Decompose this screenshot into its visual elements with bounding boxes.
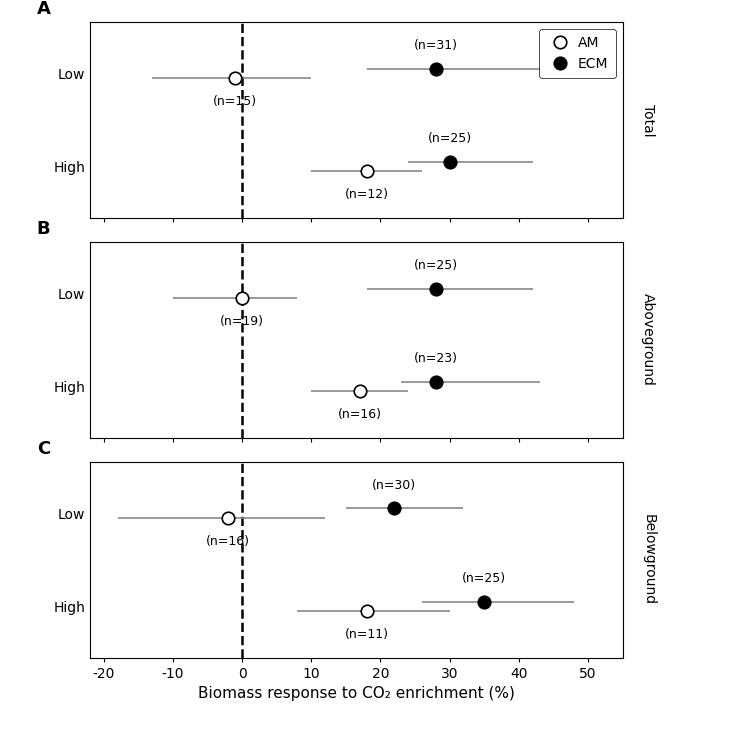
Legend: AM, ECM: AM, ECM: [539, 29, 616, 77]
Text: (n=25): (n=25): [462, 572, 506, 585]
Text: Aboveground: Aboveground: [641, 293, 656, 387]
Text: (n=12): (n=12): [344, 189, 388, 201]
Text: (n=15): (n=15): [213, 95, 257, 108]
Text: C: C: [37, 439, 50, 458]
Text: Belowground: Belowground: [641, 514, 656, 605]
Text: (n=25): (n=25): [414, 259, 458, 272]
X-axis label: Biomass response to CO₂ enrichment (%): Biomass response to CO₂ enrichment (%): [198, 686, 514, 702]
Text: (n=19): (n=19): [220, 314, 264, 327]
Text: (n=16): (n=16): [206, 534, 251, 548]
Text: (n=23): (n=23): [414, 352, 458, 366]
Text: B: B: [37, 220, 50, 238]
Text: Total: Total: [641, 104, 656, 137]
Text: (n=16): (n=16): [338, 408, 382, 421]
Text: (n=11): (n=11): [344, 628, 388, 641]
Text: (n=25): (n=25): [427, 132, 472, 145]
Text: A: A: [37, 0, 51, 18]
Text: (n=30): (n=30): [372, 479, 416, 491]
Text: (n=31): (n=31): [414, 39, 458, 52]
